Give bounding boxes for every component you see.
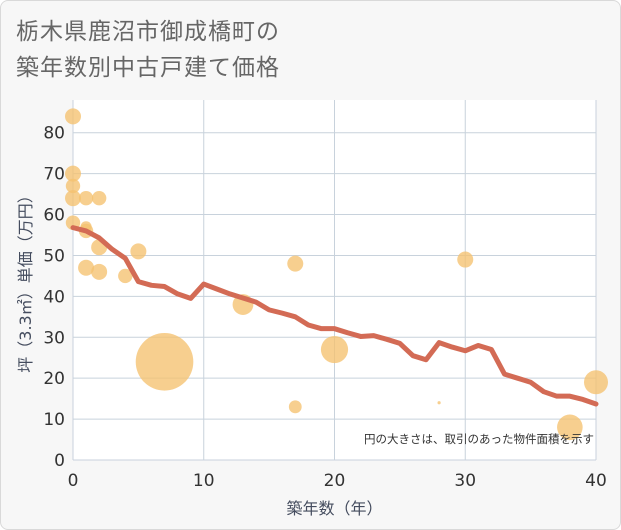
chart-title: 栃木県鹿沼市御成橋町の 築年数別中古戸建て価格 bbox=[16, 14, 576, 86]
x-tick-labels: 0 10 20 30 40 bbox=[68, 471, 607, 491]
bubble-point-9 bbox=[91, 190, 107, 206]
bubble-point-11 bbox=[91, 263, 108, 280]
x-axis-label: 築年数（年） bbox=[286, 499, 382, 518]
bubble-size-note: 円の大きさは、取引のあった物件面積を示す bbox=[364, 432, 594, 446]
y-tick-labels: 0 10 20 30 40 50 60 70 80 bbox=[43, 124, 65, 471]
bubble-point-16 bbox=[287, 255, 304, 272]
bubble-point-13 bbox=[130, 243, 147, 260]
y-tick-label-40: 40 bbox=[43, 287, 65, 307]
x-tick-label-40: 40 bbox=[585, 471, 607, 491]
average-price-line bbox=[70, 225, 599, 407]
bubble-point-12 bbox=[118, 268, 133, 284]
bubble-point-18 bbox=[320, 335, 349, 364]
bubble-point-14 bbox=[135, 333, 194, 391]
y-tick-label-60: 60 bbox=[43, 206, 65, 226]
bubble-point-21 bbox=[557, 414, 583, 441]
x-tick-label-30: 30 bbox=[454, 471, 476, 491]
bubble-point-5 bbox=[78, 190, 94, 206]
x-tick-label-10: 10 bbox=[193, 471, 215, 491]
y-tick-label-70: 70 bbox=[43, 165, 65, 185]
bubble-point-1 bbox=[65, 165, 81, 182]
y-tick-label-10: 10 bbox=[43, 410, 65, 430]
y-tick-label-80: 80 bbox=[43, 124, 65, 144]
y-tick-label-30: 30 bbox=[43, 328, 65, 348]
bubble-point-20 bbox=[457, 251, 474, 268]
y-tick-label-0: 0 bbox=[54, 451, 65, 471]
x-tick-label-0: 0 bbox=[68, 471, 79, 491]
y-tick-label-50: 50 bbox=[43, 246, 65, 266]
bubble-point-8 bbox=[78, 259, 95, 276]
bubble-point-0 bbox=[65, 108, 81, 125]
chart-title-line-1: 栃木県鹿沼市御成橋町の bbox=[16, 19, 280, 45]
x-tick-label-20: 20 bbox=[324, 471, 346, 491]
y-tick-label-20: 20 bbox=[43, 369, 65, 389]
bubble-point-3 bbox=[65, 190, 81, 207]
bubble-point-22 bbox=[584, 370, 608, 395]
y-axis-label: 坪（3.3㎡）単価（万円） bbox=[16, 187, 35, 372]
bubble-point-2 bbox=[65, 178, 81, 194]
bubble-point-17 bbox=[288, 400, 302, 414]
chart-title-line-2: 築年数別中古戸建て価格 bbox=[16, 55, 280, 81]
bubble-point-19 bbox=[437, 401, 441, 405]
